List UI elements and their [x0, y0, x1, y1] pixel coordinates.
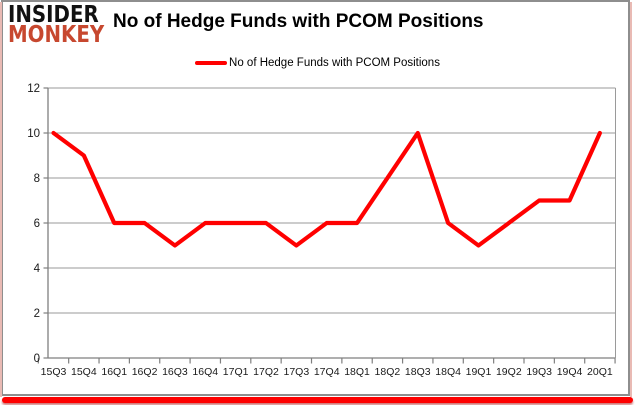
series-line-hedge-funds [51, 130, 602, 248]
x-tick-label: 19Q4 [557, 366, 583, 378]
x-tick-label: 20Q1 [587, 366, 613, 378]
x-tick-label: 19Q1 [466, 366, 492, 378]
x-tick-label: 18Q4 [435, 366, 461, 378]
legend: No of Hedge Funds with PCOM Positions [0, 57, 635, 69]
x-tick-label: 16Q2 [132, 366, 158, 378]
x-tick-label: 17Q3 [283, 366, 309, 378]
y-tick-label: 10 [27, 128, 40, 140]
frame-right-edge [630, 2, 632, 397]
axes [37, 87, 616, 364]
legend-label: No of Hedge Funds with PCOM Positions [229, 57, 440, 69]
x-tick-label: 16Q3 [162, 366, 188, 378]
x-tick-label: 19Q3 [526, 366, 552, 378]
x-tick-label: 18Q3 [405, 366, 431, 378]
y-tick-label: 8 [34, 173, 40, 185]
x-tick-label: 15Q3 [41, 366, 67, 378]
insider-monkey-logo: INSIDER MONKEY [8, 2, 105, 48]
chart-title: No of Hedge Funds with PCOM Positions [113, 11, 484, 32]
x-tick-label: 16Q4 [192, 366, 218, 378]
logo-line-monkey: MONKEY [8, 22, 105, 48]
x-tick-label: 17Q4 [314, 366, 340, 378]
x-tick-label: 17Q1 [223, 366, 249, 378]
y-tick-label: 12 [27, 83, 40, 95]
x-axis-labels: 15Q3 15Q4 16Q1 16Q2 16Q3 16Q4 17Q1 17Q2 17Q3 17Q4… [41, 366, 613, 378]
x-tick-label: 17Q2 [253, 366, 279, 378]
y-axis-labels: 0 2 4 6 8 10 12 [27, 83, 40, 365]
chart-area-border [1, 0, 630, 396]
x-tick-label: 16Q1 [101, 366, 127, 378]
x-tick-label: 18Q1 [344, 366, 370, 378]
y-tick-label: 2 [34, 308, 40, 320]
y-tick-label: 6 [34, 218, 40, 230]
logo-line-insider: INSIDER [8, 2, 99, 28]
frame-bottom-bar [2, 397, 633, 403]
x-tick-label: 15Q4 [71, 366, 97, 378]
legend-line-swatch [195, 61, 228, 65]
y-tick-label: 4 [34, 263, 41, 275]
x-tick-label: 19Q2 [496, 366, 522, 378]
x-tick-label: 18Q2 [375, 366, 401, 378]
y-tick-label: 0 [34, 353, 40, 365]
frame-left-edge [0, 2, 2, 397]
